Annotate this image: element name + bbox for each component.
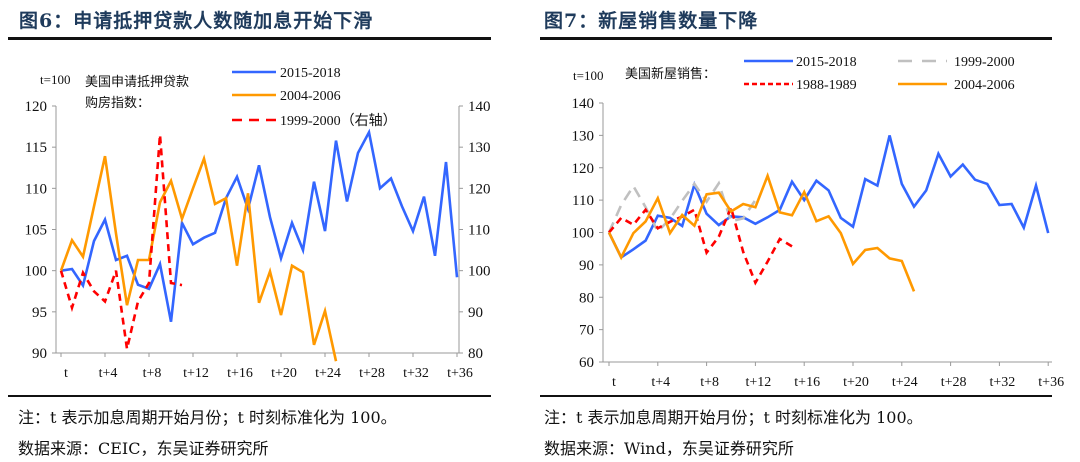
chart-title-line-1: 美国申请抵押贷款 — [85, 74, 189, 89]
x-tick-label: t+12 — [746, 375, 772, 390]
y-tick-label: 110 — [25, 181, 47, 197]
series-line-2004-2006 — [59, 154, 338, 362]
figure-7-panel: 图7：新屋销售数量下降 60 70 80 90 100 110 120 130 140 t t+4 t… — [540, 0, 1080, 462]
y-tick-label: 90 — [32, 346, 47, 362]
y-tick-label: 95 — [32, 305, 47, 321]
series-line-1999-2000 — [59, 134, 183, 350]
y-tick-label: 60 — [579, 355, 594, 371]
figure-6-source: 数据来源：CEIC，东吴证券研究所 — [18, 439, 269, 458]
legend-label: 1999-2000 — [954, 55, 1015, 70]
title-rule — [8, 37, 491, 40]
figure-7-title: 图7：新屋销售数量下降 — [544, 10, 759, 32]
x-tick-label: t+16 — [794, 375, 820, 390]
y2-tick-label: 130 — [468, 140, 491, 156]
x-tick-label: t+12 — [183, 366, 209, 381]
x-tick-label: t+28 — [941, 375, 967, 390]
x-tick-label: t+16 — [227, 366, 253, 381]
legend-label: 2004-2006 — [280, 89, 341, 104]
legend-label: 2015-2018 — [796, 55, 857, 70]
y-tick-label: 100 — [25, 264, 48, 280]
y-tick-label: 130 — [572, 128, 595, 144]
legend-label: 2015-2018 — [280, 66, 341, 81]
x-tick-label: t+32 — [403, 366, 429, 381]
x-tick-label: t+36 — [1038, 375, 1064, 390]
x-tick-label: t+24 — [892, 375, 918, 390]
chart-title-line-2: 购房指数： — [85, 95, 150, 110]
chart-7: 60 70 80 90 100 110 120 130 140 t t+4 t+8 t+12 t+16 t+… — [572, 55, 1065, 390]
x-tick-label: t+20 — [271, 366, 297, 381]
y-tick-label: 120 — [572, 161, 595, 177]
x-tick-label: t+36 — [447, 366, 473, 381]
y-tick-label: 140 — [572, 96, 595, 112]
x-tick-label: t+20 — [843, 375, 869, 390]
figure-7-note: 注：t 表示加息周期开始月份；t 时刻标准化为 100。 — [544, 408, 923, 427]
x-tick-label: t — [64, 366, 68, 381]
y-axis-unit: t=100 — [40, 72, 70, 87]
x-tick-label: t+8 — [143, 366, 162, 381]
y-axis-unit: t=100 — [573, 68, 603, 83]
series-line-1988-1989 — [608, 203, 793, 286]
y-tick-label: 100 — [572, 226, 595, 242]
y-tick-label: 115 — [25, 140, 47, 156]
y2-tick-label: 110 — [468, 223, 490, 239]
x-tick-label: t+32 — [990, 375, 1016, 390]
x-tick-label: t+4 — [651, 375, 670, 390]
y2-tick-label: 140 — [468, 99, 491, 115]
x-tick-label: t — [612, 375, 616, 390]
figure-6-title: 图6：申请抵押贷款人数随加息开始下滑 — [19, 10, 374, 32]
series-line-2015-2018 — [607, 135, 1050, 260]
y2-tick-label: 100 — [468, 264, 491, 280]
figure-7-source: 数据来源：Wind，东吴证券研究所 — [544, 439, 794, 458]
y-tick-label: 70 — [579, 323, 594, 339]
x-tick-label: t+28 — [359, 366, 385, 381]
legend-label: 1988-1989 — [796, 78, 857, 93]
chart-6: 90 95 100 105 110 115 120 t t+4 t+8 t+12 t+16 t+20 t+… — [25, 66, 491, 381]
y2-tick-label: 120 — [468, 181, 491, 197]
series-line-2004-2006 — [607, 171, 916, 292]
y-tick-label: 120 — [25, 99, 48, 115]
y-tick-label: 110 — [572, 193, 594, 209]
footer-rule — [8, 395, 491, 397]
y-tick-label: 80 — [579, 290, 594, 306]
legend-label: 1999-2000（右轴） — [280, 113, 397, 129]
y-tick-label: 90 — [579, 258, 594, 274]
y-tick-label: 105 — [25, 223, 48, 239]
legend-label: 2004-2006 — [954, 78, 1015, 93]
x-tick-label: t+4 — [99, 366, 118, 381]
figure-6-panel: 图6：申请抵押贷款人数随加息开始下滑 90 95 100 105 110 115 120 t t… — [0, 0, 530, 462]
footer-rule — [540, 395, 1052, 397]
y2-tick-label: 90 — [468, 305, 483, 321]
figure-6-note: 注：t 表示加息周期开始月份；t 时刻标准化为 100。 — [18, 408, 397, 427]
chart-title: 美国新屋销售： — [625, 66, 716, 81]
x-tick-label: t+8 — [700, 375, 719, 390]
x-tick-label: t+24 — [315, 366, 341, 381]
series-line-2015-2018 — [60, 128, 459, 322]
y2-tick-label: 80 — [468, 346, 483, 362]
title-rule — [540, 37, 1052, 40]
